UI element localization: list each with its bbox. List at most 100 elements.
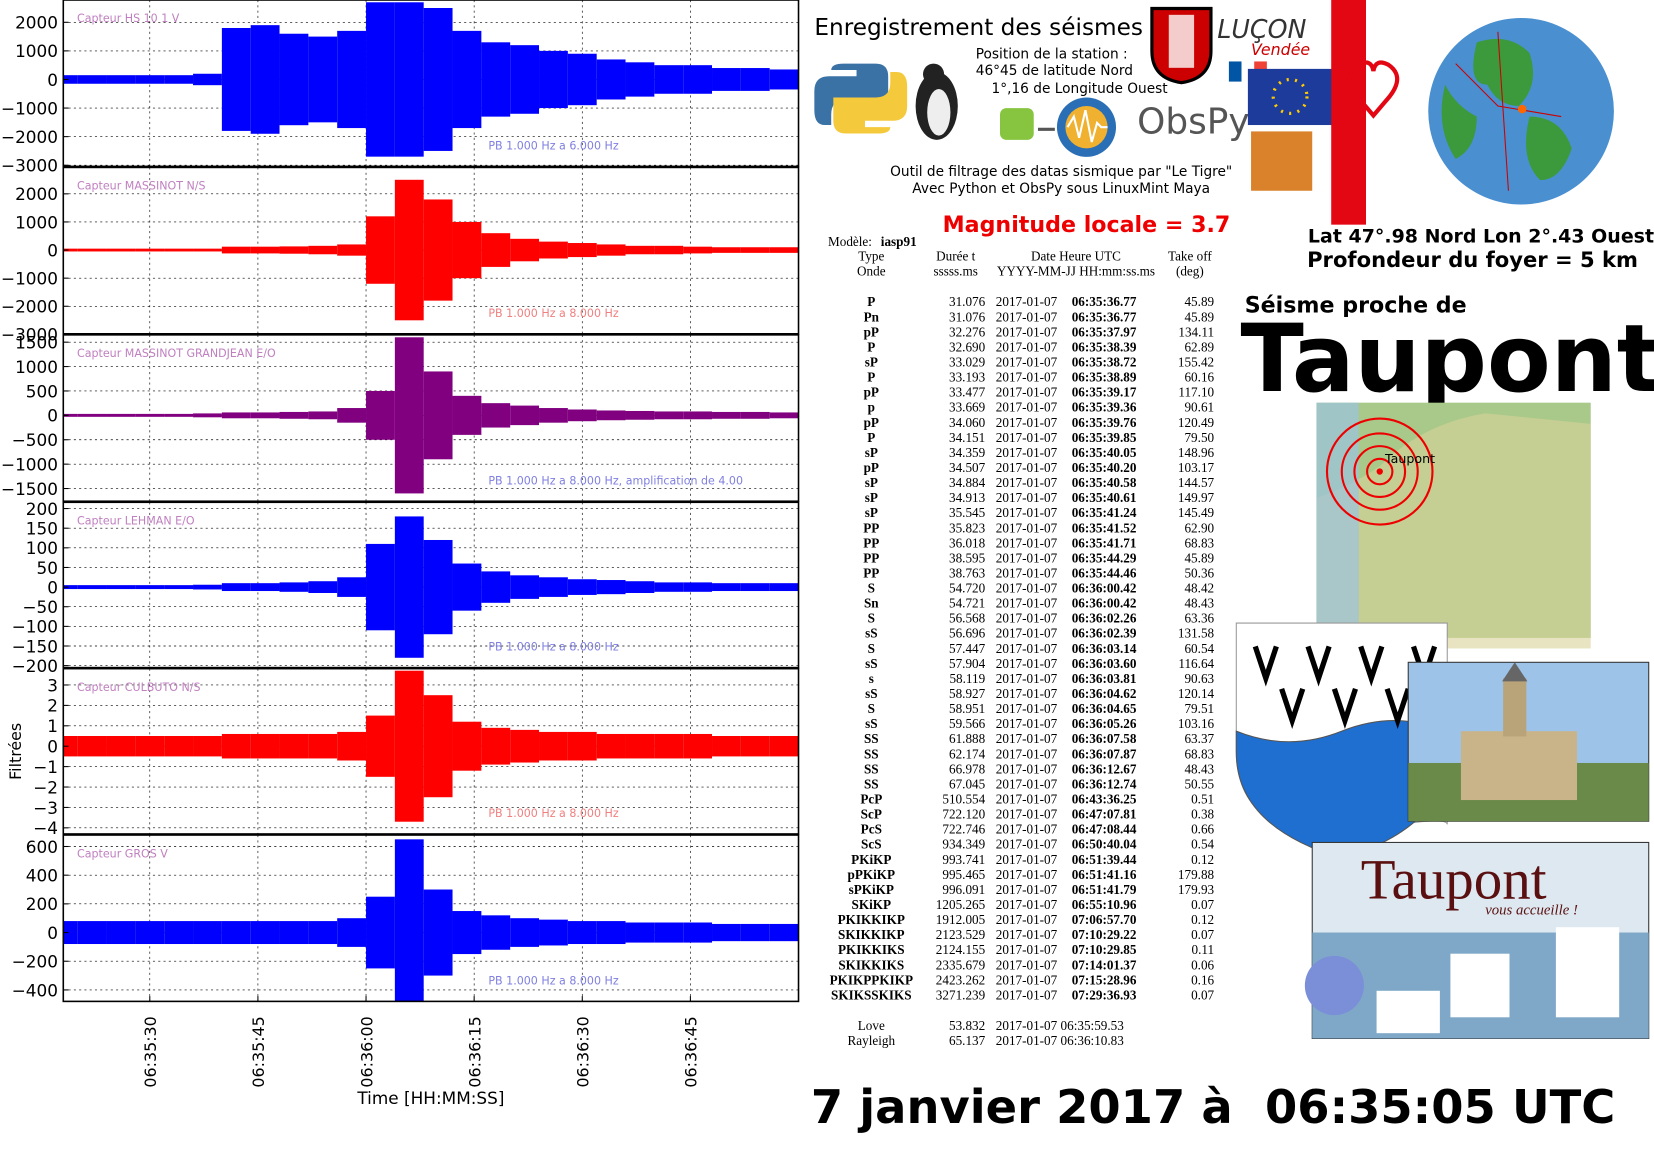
phase: PKIKKIKS	[838, 942, 905, 957]
take-off: 50.36	[1184, 565, 1214, 580]
arrival-time: 06:36:03.60	[1072, 656, 1137, 671]
town-arms	[1150, 6, 1213, 85]
x-tick-label: 06:36:45	[682, 1016, 701, 1087]
travel-time: 1205.265	[936, 897, 986, 912]
arrival-date: 2017-01-07	[996, 942, 1058, 957]
phase: sS	[865, 716, 877, 731]
waveform-segment	[712, 247, 741, 253]
waveform-segment	[337, 918, 367, 947]
phase: PKIKPPKIKP	[830, 972, 913, 987]
y-tick-label: −3	[33, 798, 58, 818]
card-subtitle: vous accueille !	[1485, 902, 1578, 918]
filter-label: PB 1.000 Hz a 8.000 Hz	[488, 807, 618, 820]
arrival-date: 2017-01-07	[996, 957, 1058, 972]
waveform-segment	[423, 371, 453, 460]
globe	[1428, 18, 1614, 205]
take-off: 134.11	[1178, 324, 1214, 339]
waveform-segment	[481, 915, 511, 950]
take-off: 0.07	[1191, 897, 1214, 912]
arrival-time: 06:35:44.46	[1072, 565, 1137, 580]
waveform-segment	[596, 733, 626, 759]
phase: sP	[865, 475, 878, 490]
waveform-segment	[625, 581, 655, 593]
take-off: 90.63	[1184, 671, 1214, 686]
waveform-segment	[567, 921, 597, 945]
take-off: 60.16	[1184, 370, 1214, 385]
phase: SKiKP	[852, 897, 892, 912]
take-off: 79.50	[1184, 430, 1214, 445]
waveform-segment	[567, 731, 597, 761]
y-tick-label: −2	[33, 777, 58, 797]
arrival-date: 2017-01-07	[996, 550, 1058, 565]
arrival-time: 06:51:41.16	[1072, 867, 1137, 882]
arrival-date: 2017-01-07	[996, 807, 1058, 822]
filter-label: PB 1.000 Hz a 8.000 Hz	[488, 974, 618, 987]
travel-time: 34.913	[949, 490, 986, 505]
waveform-segment	[337, 577, 367, 597]
filter-label: PB 1.000 Hz a 6.000 Hz	[488, 139, 618, 152]
waveform-segment	[77, 248, 107, 252]
phase: S	[868, 581, 875, 596]
take-off: 0.12	[1191, 852, 1214, 867]
panel-frame	[62, 334, 800, 503]
waveform-segment	[625, 922, 655, 943]
travel-time: 32.690	[949, 339, 986, 354]
take-off: 116.64	[1178, 656, 1214, 671]
waveform-segment	[481, 42, 511, 117]
waveform-segment	[193, 921, 222, 945]
x-axis-label: Time [HH:MM:SS]	[356, 1088, 504, 1108]
waveform-segment	[366, 390, 395, 440]
waveform-segment	[625, 410, 655, 420]
arrival-date: 2017-01-07	[996, 701, 1058, 716]
waveform-segment	[308, 733, 338, 759]
column-header: (deg)	[1176, 263, 1204, 278]
take-off: 45.89	[1184, 309, 1214, 324]
waveform-segment	[279, 733, 309, 759]
panel-frame	[62, 501, 800, 669]
filter-label: PB 1.000 Hz a 8.000 Hz, amplification de…	[488, 474, 743, 487]
waveform-segment	[366, 715, 395, 777]
travel-time: 33.477	[949, 385, 986, 400]
waveform-segment	[740, 68, 770, 91]
travel-time: 33.669	[949, 400, 986, 415]
near-label: Séisme proche de	[1245, 293, 1467, 319]
waveform-segment	[63, 736, 78, 757]
arrival-date: 2017-01-07	[996, 294, 1058, 309]
waveform-segment	[481, 571, 511, 603]
arrival-time: 06:36:07.58	[1072, 731, 1137, 746]
flags	[1228, 61, 1333, 191]
arrival-time: 06:35:41.24	[1072, 505, 1137, 520]
arrival-date: 2017-01-07	[996, 415, 1058, 430]
waveform-segment	[769, 412, 799, 419]
place: Taupont	[1241, 305, 1654, 413]
surface-wave: Rayleigh	[848, 1033, 896, 1048]
waveform-segment	[423, 695, 453, 798]
arrival-time: 06:35:41.52	[1072, 520, 1137, 535]
phase: sPKiKP	[849, 882, 894, 897]
y-tick-label: −3000	[1, 325, 58, 345]
arrival-date: 2017-01-07	[996, 520, 1058, 535]
travel-time: 33.029	[949, 354, 986, 369]
plot-area	[63, 668, 799, 834]
waveform-segment	[654, 65, 684, 94]
waveform-segment	[394, 2, 424, 157]
travel-time: 510.554	[942, 791, 985, 806]
waveform-segment	[221, 28, 251, 131]
phase: pPKiKP	[848, 867, 896, 882]
waveform-segment	[279, 411, 309, 419]
map	[1316, 402, 1591, 649]
take-off: 79.51	[1184, 701, 1214, 716]
arrival-date: 2017-01-07	[996, 897, 1058, 912]
waveform-segment	[308, 36, 338, 123]
y-tick-label: 0	[47, 923, 58, 943]
arrival-time: 06:50:40.04	[1072, 837, 1137, 852]
waveform-segment	[77, 585, 107, 590]
waveform-segment	[250, 921, 280, 945]
waveform-segment	[77, 921, 107, 945]
phase: S	[868, 611, 875, 626]
waveform-segment	[654, 245, 684, 255]
plot-area	[63, 0, 799, 167]
arrival-date: 2017-01-07	[996, 430, 1058, 445]
arrival-time: 06:35:44.29	[1072, 550, 1137, 565]
arrival-time: 07:29:36.93	[1072, 987, 1137, 1002]
